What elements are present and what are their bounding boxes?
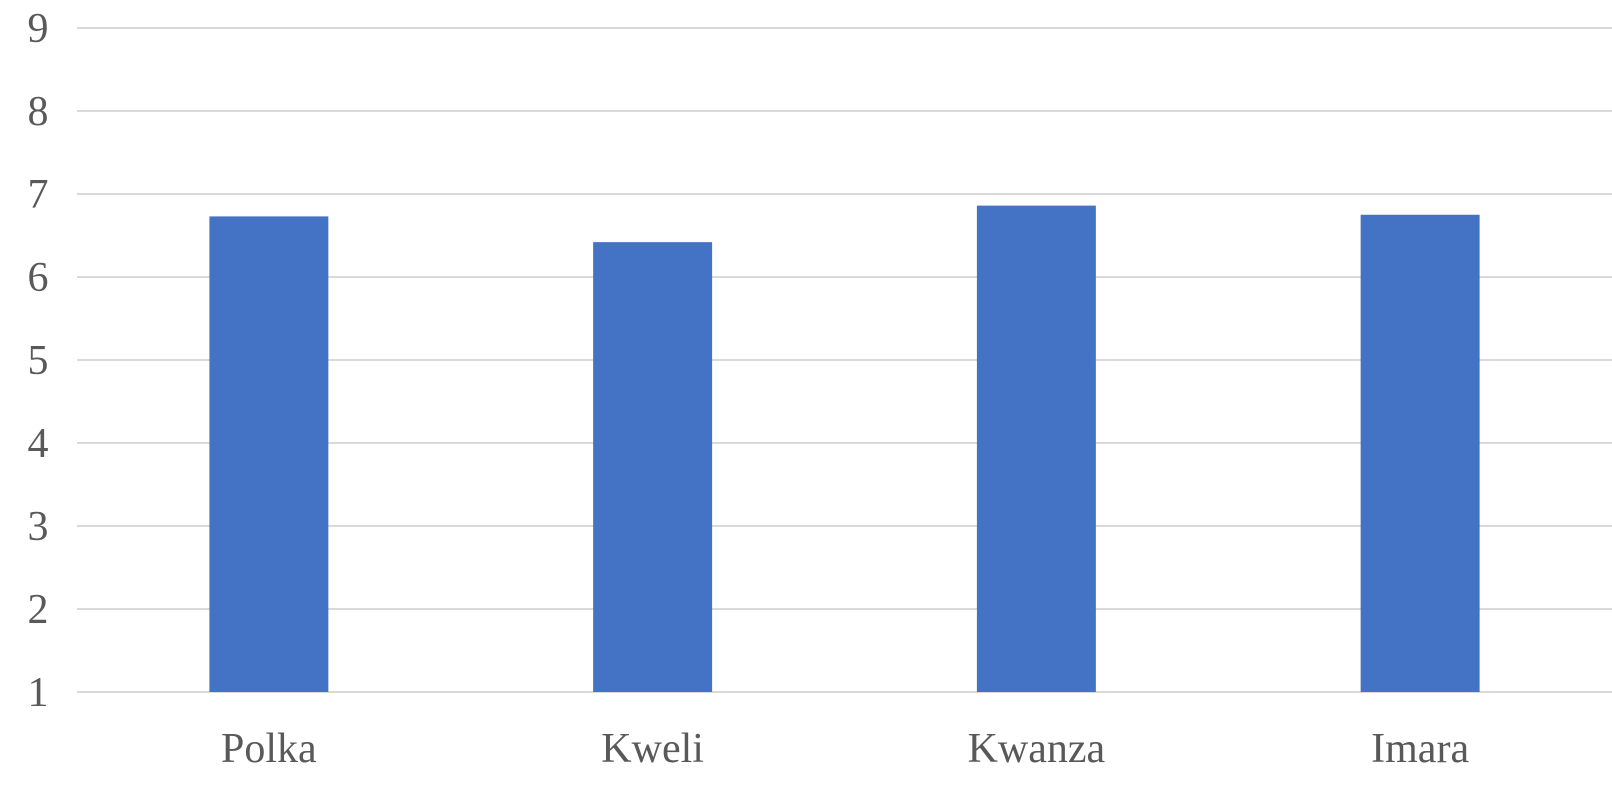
x-category-label: Kwanza <box>968 726 1106 772</box>
y-tick-label: 7 <box>28 172 49 218</box>
y-tick-label: 9 <box>28 6 49 52</box>
x-category-label: Imara <box>1371 726 1469 772</box>
y-tick-label: 1 <box>28 670 49 716</box>
bar-imara <box>1361 215 1480 692</box>
bar-kweli <box>593 242 712 692</box>
y-tick-label: 6 <box>28 255 49 301</box>
x-category-label: Polka <box>221 726 317 772</box>
y-tick-label: 8 <box>28 89 49 135</box>
bars <box>209 206 1479 692</box>
x-axis-category-labels: Polka Kweli Kwanza Imara <box>221 726 1469 772</box>
y-tick-label: 3 <box>28 504 49 550</box>
y-tick-label: 5 <box>28 338 49 384</box>
bar-kwanza <box>977 206 1096 692</box>
bar-polka <box>209 216 328 692</box>
y-tick-label: 2 <box>28 587 49 633</box>
y-axis-tick-labels: 1 2 3 4 5 6 7 8 9 <box>28 6 49 716</box>
x-category-label: Kweli <box>601 726 704 772</box>
y-tick-label: 4 <box>28 421 49 467</box>
